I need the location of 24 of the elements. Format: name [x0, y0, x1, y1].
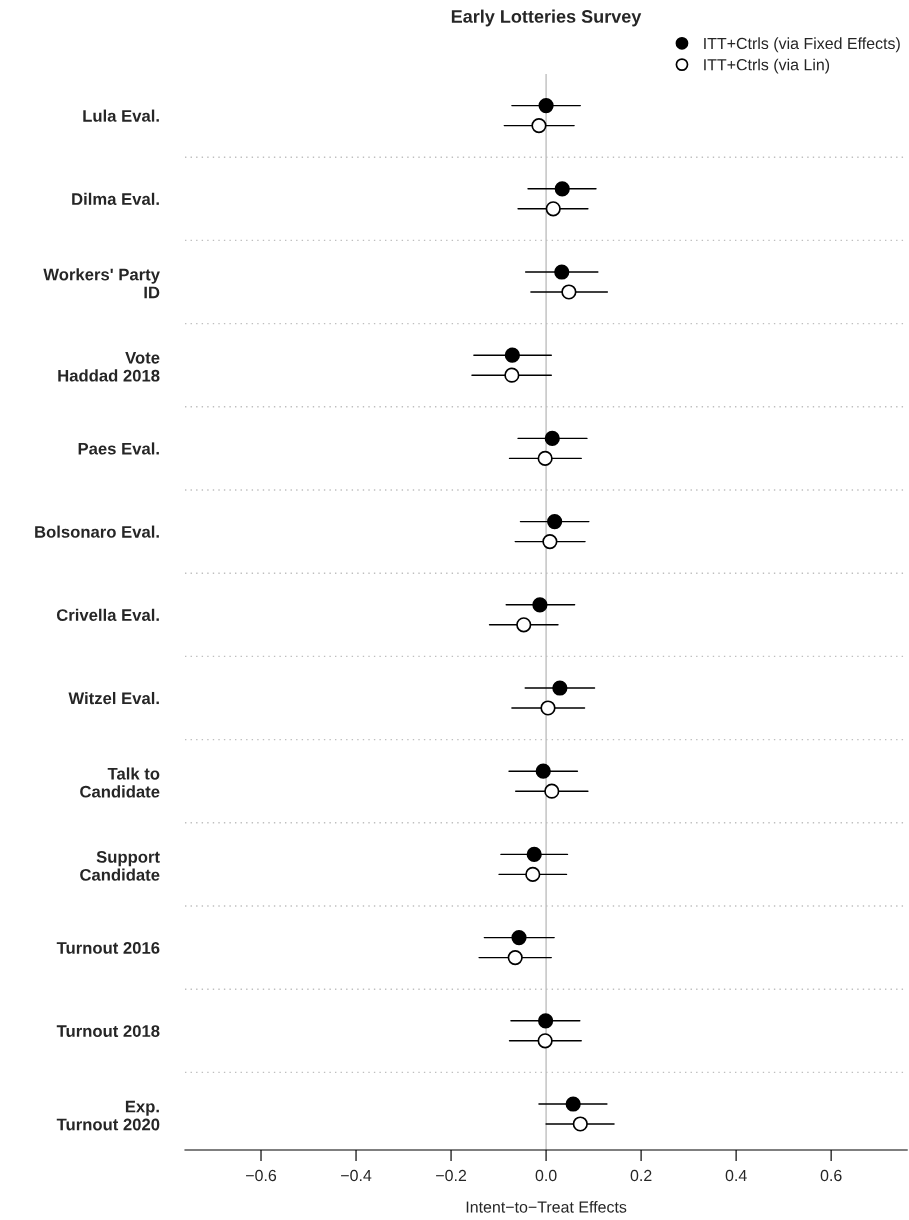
- x-tick-label: 0.4: [725, 1169, 747, 1182]
- y-tick-label: Talk to Candidate: [80, 767, 160, 798]
- x-tick-label: −0.6: [246, 1169, 277, 1182]
- y-tick-label: Paes Eval.: [78, 442, 159, 455]
- y-tick-label: Witzel Eval.: [68, 691, 159, 705]
- y-tick-label: Vote Haddad 2018: [58, 352, 160, 382]
- legend-label: ITT+Ctrls (via Fixed Effects): [704, 37, 900, 53]
- x-tick-label: 0.2: [630, 1169, 652, 1182]
- x-tick-label: 0.6: [820, 1169, 842, 1182]
- y-tick-label: Bolsonaro Eval.: [35, 525, 159, 538]
- x-axis-title: Intent−to−Treat Effects: [466, 1201, 627, 1213]
- y-tick-label: Support Candidate: [80, 851, 160, 881]
- chart-title: Early Lotteries Survey: [451, 9, 642, 27]
- y-tick-label: Crivella Eval.: [56, 608, 159, 621]
- y-tick-label: Workers' Party ID: [43, 268, 160, 299]
- x-tick-label: −0.2: [436, 1169, 467, 1182]
- x-tick-label: 0.0: [535, 1169, 557, 1182]
- y-tick-label: Turnout 2016: [56, 942, 160, 954]
- y-tick-label: Lula Eval.: [83, 109, 159, 122]
- y-tick-label: Dilma Eval.: [72, 192, 159, 205]
- y-tick-label: Turnout 2018: [56, 1025, 160, 1037]
- legend-label: ITT+Ctrls (via Lin): [704, 58, 830, 74]
- x-tick-label: −0.4: [341, 1169, 372, 1182]
- y-tick-label: Exp. Turnout 2020: [56, 1100, 160, 1131]
